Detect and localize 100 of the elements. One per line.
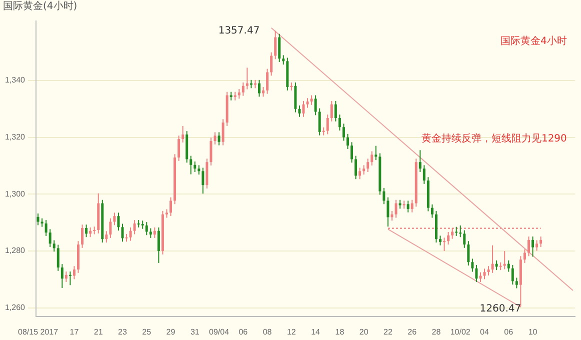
candlestick — [282, 54, 285, 66]
candlestick — [93, 226, 96, 235]
candlestick — [218, 132, 220, 146]
candlestick — [366, 158, 370, 173]
candlestick — [382, 187, 386, 205]
candlestick — [418, 150, 422, 173]
candlestick — [342, 123, 345, 142]
y-tick-label: 1,280 — [4, 246, 26, 256]
x-tick-label: 04 — [480, 327, 490, 336]
candlestick — [222, 118, 224, 146]
candlestick — [238, 88, 240, 100]
candlestick — [81, 224, 84, 248]
annotation: 黄金持续反弹，短线阻力见1290 — [421, 132, 567, 145]
candlestick — [68, 270, 72, 286]
candlestick — [318, 108, 321, 136]
candlestick — [194, 160, 196, 173]
candlestick — [60, 264, 64, 288]
annotation: 1260.47 — [480, 304, 522, 315]
candlestick — [362, 164, 366, 176]
candlestick — [467, 240, 470, 266]
candlestick — [455, 226, 458, 236]
candlestick — [170, 196, 172, 217]
y-tick-label: 1,260 — [4, 303, 26, 312]
candlestick — [182, 125, 184, 143]
x-tick-label: 08 — [262, 327, 272, 336]
x-tick-label: 08/15 2017 — [18, 327, 59, 336]
candlestick — [145, 222, 148, 236]
candlestick — [190, 155, 192, 175]
candlestick — [406, 200, 410, 213]
candlestick — [198, 164, 200, 176]
candlestick — [515, 277, 518, 289]
x-tick-label: 20 — [359, 327, 369, 336]
candlestick — [358, 167, 362, 180]
candlestick — [430, 204, 434, 218]
candlestick — [113, 212, 116, 226]
candlestick — [306, 98, 309, 108]
candlestick — [266, 68, 269, 94]
candlestick — [56, 244, 60, 272]
candlestick — [463, 230, 466, 248]
candlestick — [394, 199, 398, 218]
candlestick — [310, 94, 313, 106]
x-tick-label: 06 — [238, 327, 248, 336]
candlestick — [133, 220, 136, 235]
x-tick-label: 10/02 — [450, 327, 471, 336]
candlestick — [386, 196, 390, 228]
candlestick — [85, 224, 88, 238]
candlestick — [346, 133, 349, 150]
candlestick — [52, 240, 56, 252]
x-tick-label: 10 — [528, 327, 538, 336]
x-tick-label: 22 — [384, 327, 393, 336]
candlestick — [523, 248, 526, 264]
candlestick — [475, 264, 478, 283]
candlestick — [536, 240, 538, 252]
candlestick — [471, 258, 474, 272]
candlestick — [270, 52, 273, 76]
x-tick-label: 06 — [504, 327, 514, 336]
x-tick-label: 25 — [142, 327, 152, 336]
x-tick-label: 28 — [432, 327, 442, 336]
annotation: 国际黄金4小时 — [500, 35, 567, 48]
candlestick — [206, 158, 208, 189]
candlestick — [447, 231, 450, 245]
candlestick — [491, 244, 494, 274]
candlestick — [210, 137, 212, 166]
candlestick — [374, 145, 378, 161]
candlestick — [338, 114, 341, 132]
y-tick-label: 1,320 — [4, 132, 26, 142]
x-tick-label: 14 — [311, 327, 321, 336]
x-tick-label: 12 — [286, 327, 296, 336]
candlestick — [294, 82, 297, 113]
candlestick — [109, 218, 112, 238]
candlestick — [44, 220, 48, 236]
candlestick — [370, 150, 374, 166]
x-tick-label: 26 — [408, 327, 418, 336]
candlestick — [410, 199, 414, 213]
x-tick-label: 29 — [166, 327, 176, 336]
candlestick — [262, 86, 265, 98]
candlestick — [503, 250, 506, 270]
x-tick-label: 09/04 — [209, 327, 230, 336]
candlestick — [157, 226, 160, 264]
candlestick — [149, 228, 152, 238]
candlestick — [48, 228, 52, 248]
annotation: 1357.47 — [218, 26, 260, 37]
y-tick-label: 1,340 — [4, 76, 26, 85]
candlestick — [439, 235, 442, 246]
candlestick — [117, 212, 120, 232]
candlestick — [258, 79, 260, 98]
candlestick — [326, 114, 329, 135]
candlestick — [540, 236, 542, 248]
x-tick-label: 17 — [70, 327, 80, 336]
candlestick — [178, 135, 180, 162]
candlestick — [487, 266, 490, 276]
x-tick-label: 23 — [118, 327, 128, 336]
candlestick — [334, 100, 337, 122]
candlestick — [443, 237, 446, 252]
candlestick — [153, 226, 156, 238]
candlestick — [459, 224, 462, 238]
candlestick — [242, 82, 244, 96]
chart-title: 国际黄金(4小时) — [3, 1, 78, 13]
candlestick — [274, 30, 277, 60]
candlestick — [314, 94, 317, 116]
